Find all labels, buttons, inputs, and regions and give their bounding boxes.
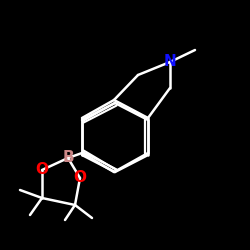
Text: O: O: [36, 162, 49, 178]
Text: B: B: [62, 150, 74, 166]
Text: O: O: [74, 170, 86, 186]
Text: N: N: [164, 54, 176, 70]
